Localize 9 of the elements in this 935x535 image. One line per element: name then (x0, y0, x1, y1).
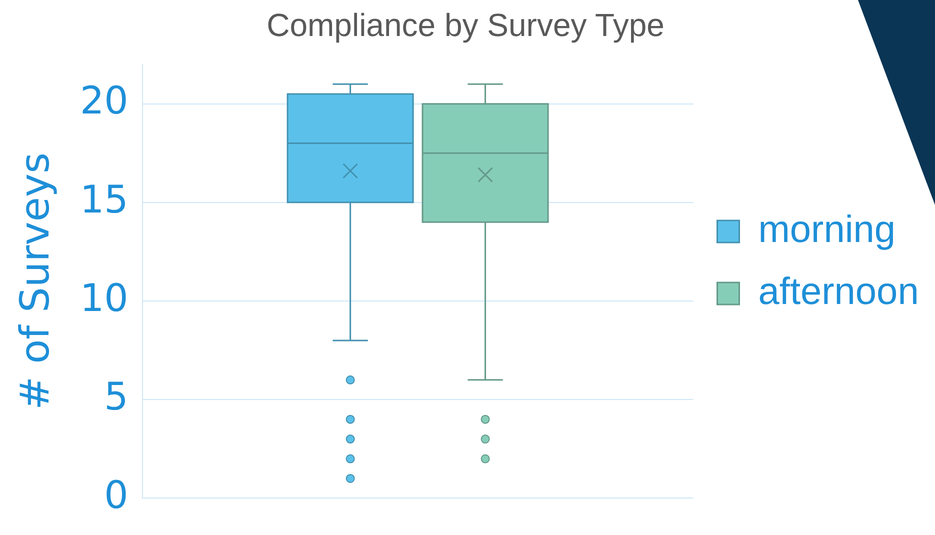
legend-label: morning (758, 208, 896, 251)
legend-label: afternoon (758, 270, 919, 313)
y-axis-title: # of Surveys (12, 152, 58, 410)
y-tick-label: 10 (80, 276, 128, 320)
chart-title: Compliance by Survey Type (266, 7, 664, 44)
y-tick-label: 15 (80, 177, 128, 222)
y-tick-label: 20 (80, 78, 128, 123)
y-tick-label: 0 (104, 473, 128, 518)
y-tick-label: 5 (104, 374, 128, 418)
